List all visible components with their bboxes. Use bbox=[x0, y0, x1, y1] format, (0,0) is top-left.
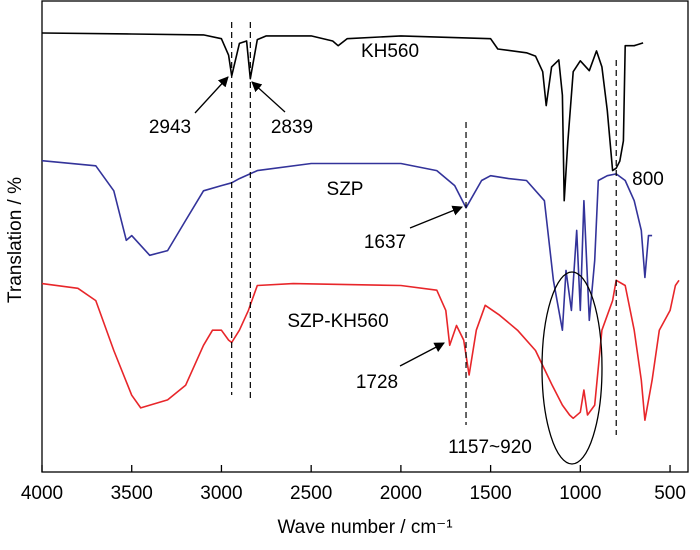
plot-frame bbox=[41, 0, 689, 473]
annotation-label: 2943 bbox=[149, 117, 191, 138]
x-tick-label: 3500 bbox=[111, 483, 153, 504]
x-tick-label: 3000 bbox=[200, 483, 242, 504]
annotation-label: 1728 bbox=[356, 372, 398, 393]
series-line bbox=[41, 32, 644, 202]
annotation-label: 1157~920 bbox=[448, 437, 532, 458]
series-line bbox=[41, 159, 653, 331]
x-tick-label: 500 bbox=[654, 483, 686, 504]
annotation-arrow bbox=[399, 342, 445, 367]
x-axis-label: Wave number / cm⁻¹ bbox=[277, 517, 452, 538]
series-label: SZP-KH560 bbox=[287, 311, 388, 332]
x-tick-label: 1000 bbox=[559, 483, 601, 504]
annotation-arrow bbox=[194, 76, 229, 114]
annotation-label: 1637 bbox=[364, 232, 406, 253]
series-label: KH560 bbox=[361, 41, 419, 62]
annotation-label: 2839 bbox=[271, 117, 313, 138]
x-tick-label: 2000 bbox=[380, 483, 422, 504]
region-ellipse bbox=[541, 271, 603, 465]
x-tick-label: 1500 bbox=[469, 483, 511, 504]
series-line bbox=[41, 279, 680, 421]
y-axis-label: Translation / % bbox=[5, 177, 26, 303]
annotation-arrow bbox=[409, 205, 463, 229]
annotation-arrow bbox=[251, 81, 286, 113]
series-label: SZP bbox=[327, 179, 364, 200]
x-tick-label: 4000 bbox=[21, 483, 63, 504]
annotation-label: 800 bbox=[632, 169, 664, 190]
x-tick-label: 2500 bbox=[290, 483, 332, 504]
